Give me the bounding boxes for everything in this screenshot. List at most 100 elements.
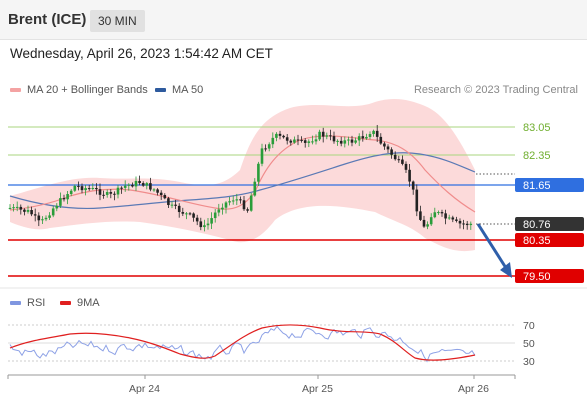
candle-body	[51, 208, 55, 216]
level-label-82-35: 82.35	[523, 150, 551, 162]
candle-body	[393, 154, 397, 160]
candle-body	[181, 212, 185, 214]
candle-body	[167, 198, 170, 206]
projection-arrow	[476, 223, 508, 269]
candle-body	[149, 183, 152, 190]
rsi-tick-50: 50	[523, 338, 535, 350]
candle-body	[311, 141, 314, 143]
candle-body	[55, 205, 59, 209]
candle-body	[332, 136, 336, 142]
level-label-80-76: 80.76	[523, 219, 551, 231]
timeframe-badge[interactable]: 30 MIN	[90, 10, 145, 32]
candle-body	[177, 205, 181, 213]
candle-body	[397, 159, 401, 161]
legend-ma20-bb: MA 20 + Bollinger Bands	[10, 84, 148, 96]
candle-body	[278, 133, 282, 136]
candle-body	[33, 214, 37, 216]
badge-81-65	[515, 178, 584, 192]
x-label-apr24: Apr 24	[129, 383, 160, 395]
candle-body	[458, 220, 462, 224]
candle-body	[354, 140, 357, 143]
candle-body	[429, 217, 433, 225]
candle-body	[462, 223, 465, 225]
candle-body	[41, 219, 44, 221]
candle-body	[455, 219, 458, 221]
candle-body	[174, 204, 177, 206]
candle-body	[210, 218, 213, 224]
candle-body	[80, 186, 84, 191]
candle-body	[199, 221, 203, 228]
candle-body	[156, 189, 159, 193]
candle-body	[419, 211, 422, 220]
candle-body	[95, 187, 98, 190]
candle-body	[411, 181, 415, 190]
candle-body	[314, 139, 318, 142]
candle-body	[249, 195, 253, 211]
candle-body	[134, 180, 138, 187]
candle-body	[375, 130, 379, 137]
candle-body	[102, 194, 105, 196]
candle-body	[141, 183, 145, 186]
candle-body	[267, 144, 271, 149]
candle-body	[98, 189, 102, 195]
candlestick-series	[8, 124, 473, 232]
candle-body	[307, 141, 311, 143]
candle-body	[44, 217, 48, 220]
candle-body	[415, 189, 419, 212]
badge-last-price	[515, 217, 584, 231]
candle-body	[368, 134, 372, 137]
candle-body	[357, 136, 361, 141]
candle-body	[37, 215, 41, 221]
candle-body	[404, 163, 408, 170]
projection-arrowhead	[500, 262, 512, 278]
candle-body	[253, 181, 257, 196]
candle-body	[365, 136, 368, 139]
candle-body	[127, 184, 131, 186]
candle-body	[444, 213, 447, 219]
candle-body	[257, 163, 260, 182]
candle-body	[217, 209, 221, 213]
candle-body	[325, 135, 329, 137]
candle-body	[19, 206, 23, 210]
rsi-tick-70: 70	[523, 320, 535, 332]
candle-body	[422, 219, 426, 227]
research-credit: Research © 2023 Trading Central	[413, 84, 578, 96]
candle-body	[192, 213, 195, 218]
candle-body	[163, 194, 167, 199]
candle-body	[296, 139, 300, 141]
rsi-tick-30: 30	[523, 356, 535, 368]
candle-body	[213, 212, 217, 219]
candle-body	[437, 212, 440, 214]
candle-body	[123, 185, 127, 188]
candle-body	[120, 187, 123, 189]
candle-body	[246, 209, 249, 211]
candle-body	[235, 199, 239, 201]
candle-body	[152, 189, 156, 191]
candle-body	[138, 180, 141, 184]
candle-body	[145, 183, 149, 186]
legend-9ma: 9MA	[60, 297, 100, 309]
rsi-swatch	[10, 301, 21, 305]
candle-body	[321, 131, 325, 137]
ma50-line	[9, 152, 476, 209]
ma9-swatch	[60, 301, 71, 305]
candle-body	[59, 198, 62, 206]
candle-body	[159, 192, 163, 195]
candle-body	[260, 148, 264, 164]
candle-body	[26, 210, 30, 212]
ma50-swatch	[155, 88, 166, 92]
candle-body	[109, 192, 113, 194]
candle-body	[451, 217, 455, 220]
candle-body	[383, 143, 386, 147]
candle-body	[282, 135, 285, 138]
candle-body	[264, 148, 267, 150]
candle-body	[62, 198, 66, 200]
x-label-apr26: Apr 26	[458, 383, 489, 395]
candle-body	[30, 210, 33, 215]
candle-body	[116, 187, 120, 195]
candle-body	[386, 146, 390, 150]
candle-body	[77, 185, 80, 187]
candle-body	[390, 149, 393, 155]
candle-body	[401, 159, 404, 164]
